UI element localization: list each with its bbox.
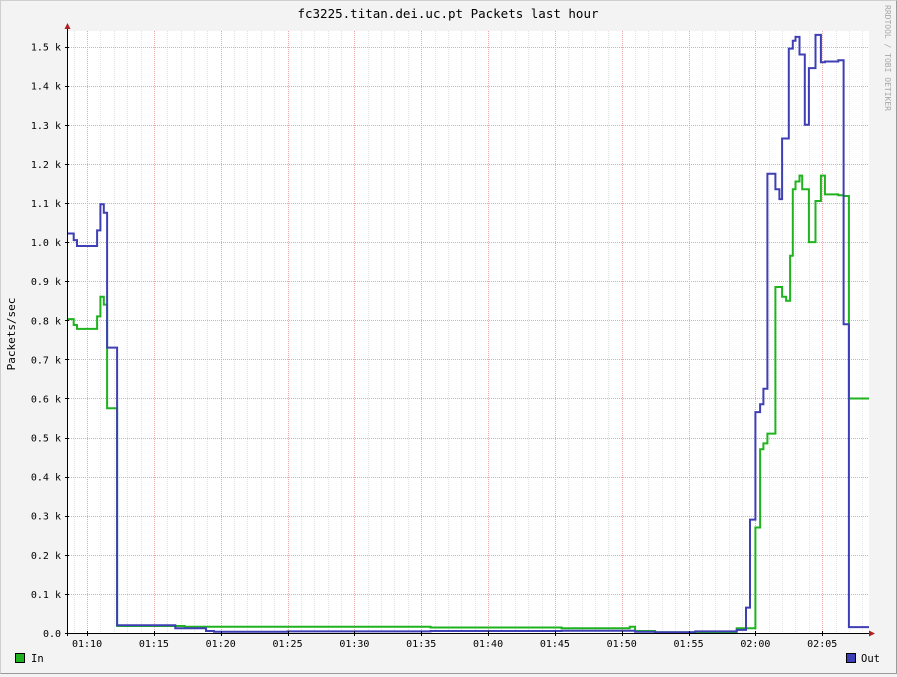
x-tick-label: 02:00 [740,639,770,650]
x-tick-label: 01:30 [339,639,369,650]
x-tick-label: 01:55 [673,639,703,650]
y-tick-label: 1.4 k [31,82,61,93]
y-tick-label: 0.0 [43,629,61,640]
legend-label-out: Out [861,653,880,665]
y-axis-label: Packets/sec [5,298,18,371]
y-tick-label: 1.3 k [31,121,61,132]
chart-title: fc3225.titan.dei.uc.pt Packets last hour [297,6,598,21]
y-tick-label: 0.9 k [31,277,61,288]
x-tick-label: 01:20 [206,639,236,650]
y-tick-label: 0.3 k [31,512,61,523]
rrdtool-watermark: RRDTOOL / TOBI OETIKER [883,5,892,111]
x-tick-labels: 01:10 01:15 01:20 01:25 01:30 01:35 01:40 01:45… [72,639,837,650]
y-tick-labels: 0.0 0.1 k 0.2 k 0.3 k 0.4 k 0.5 k 0.6 k 0.7 k 0.… [31,43,61,640]
y-tick-label: 1.0 k [31,238,61,249]
x-tick-label: 01:10 [72,639,102,650]
y-tick-label: 0.5 k [31,434,61,445]
legend-swatch-in [16,654,25,663]
y-tick-label: 0.8 k [31,316,61,327]
x-axis-arrow-icon [869,631,875,637]
legend-label-in: In [31,653,44,665]
y-tick-label: 1.5 k [31,43,61,54]
y-tick-label: 0.4 k [31,473,61,484]
x-tick-label: 01:25 [272,639,302,650]
x-tick-label: 01:40 [473,639,503,650]
x-tick-label: 01:15 [139,639,169,650]
y-tick-label: 0.7 k [31,355,61,366]
x-tick-label: 02:05 [807,639,837,650]
x-tick-label: 01:45 [540,639,570,650]
y-tick-label: 0.6 k [31,394,61,405]
plot-area [67,31,869,633]
y-axis-arrow-icon [65,23,71,29]
y-tick-label: 1.1 k [31,199,61,210]
y-tick-label: 1.2 k [31,160,61,171]
legend: In Out [16,653,880,665]
x-tick-label: 01:50 [607,639,637,650]
y-tick-label: 0.1 k [31,590,61,601]
x-tick-label: 01:35 [406,639,436,650]
legend-swatch-out [847,654,856,663]
y-tick-label: 0.2 k [31,551,61,562]
